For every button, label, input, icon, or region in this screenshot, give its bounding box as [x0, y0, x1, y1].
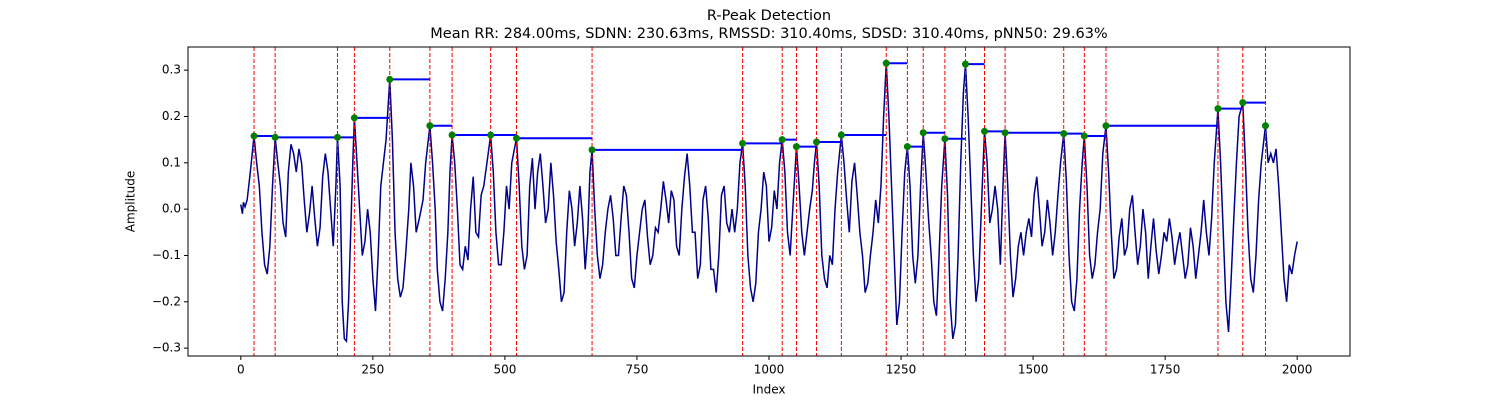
x-tick-label: 1500 — [1018, 363, 1049, 377]
peak-point — [882, 59, 890, 67]
peak-point — [903, 143, 911, 151]
y-tick-label: −0.1 — [152, 248, 181, 262]
signal-line — [240, 63, 1298, 344]
y-tick-label: −0.2 — [152, 294, 181, 308]
x-tick-label: 1250 — [886, 363, 917, 377]
chart-subtitle: Mean RR: 284.00ms, SDNN: 230.63ms, RMSSD… — [430, 26, 1107, 42]
peak-point — [961, 60, 969, 68]
peak-point — [1102, 122, 1110, 130]
y-tick-label: −0.3 — [152, 341, 181, 355]
x-tick-label: 2000 — [1282, 363, 1313, 377]
x-tick-label: 0 — [237, 363, 245, 377]
peak-point — [250, 132, 258, 140]
y-tick-label: 0.1 — [162, 155, 181, 169]
x-tick-label: 250 — [361, 363, 384, 377]
peak-point — [588, 146, 596, 154]
y-tick-label: 0.2 — [162, 109, 181, 123]
chart-title: R-Peak Detection — [707, 8, 831, 24]
peak-point — [813, 138, 821, 146]
peak-point — [778, 136, 786, 144]
y-tick-label: 0.3 — [162, 63, 181, 77]
peak-point — [487, 131, 495, 139]
x-axis-label: Index — [752, 383, 785, 397]
peak-point — [837, 131, 845, 139]
peak-point — [919, 129, 927, 137]
peak-point — [1261, 122, 1269, 130]
peak-point — [333, 133, 341, 141]
peak-point — [448, 131, 456, 139]
peak-point — [271, 133, 279, 141]
x-tick-label: 500 — [493, 363, 516, 377]
x-tick-label: 750 — [626, 363, 649, 377]
peak-point — [426, 122, 434, 130]
peak-point — [1214, 105, 1222, 113]
x-tick-label: 1000 — [754, 363, 785, 377]
y-axis-label: Amplitude — [124, 171, 138, 233]
peak-point — [739, 139, 747, 147]
plot-frame — [187, 46, 1351, 357]
peak-point — [980, 127, 988, 135]
peak-point — [1060, 130, 1068, 138]
x-tick-label: 1750 — [1150, 363, 1181, 377]
peak-point — [941, 135, 949, 143]
peak-point — [1239, 99, 1247, 107]
peak-point — [386, 75, 394, 83]
peak-point — [350, 114, 358, 122]
y-tick-label: 0.0 — [162, 202, 181, 216]
peak-point — [792, 143, 800, 151]
peak-point — [1080, 132, 1088, 140]
peak-point — [513, 134, 521, 142]
peak-point — [1001, 129, 1009, 137]
